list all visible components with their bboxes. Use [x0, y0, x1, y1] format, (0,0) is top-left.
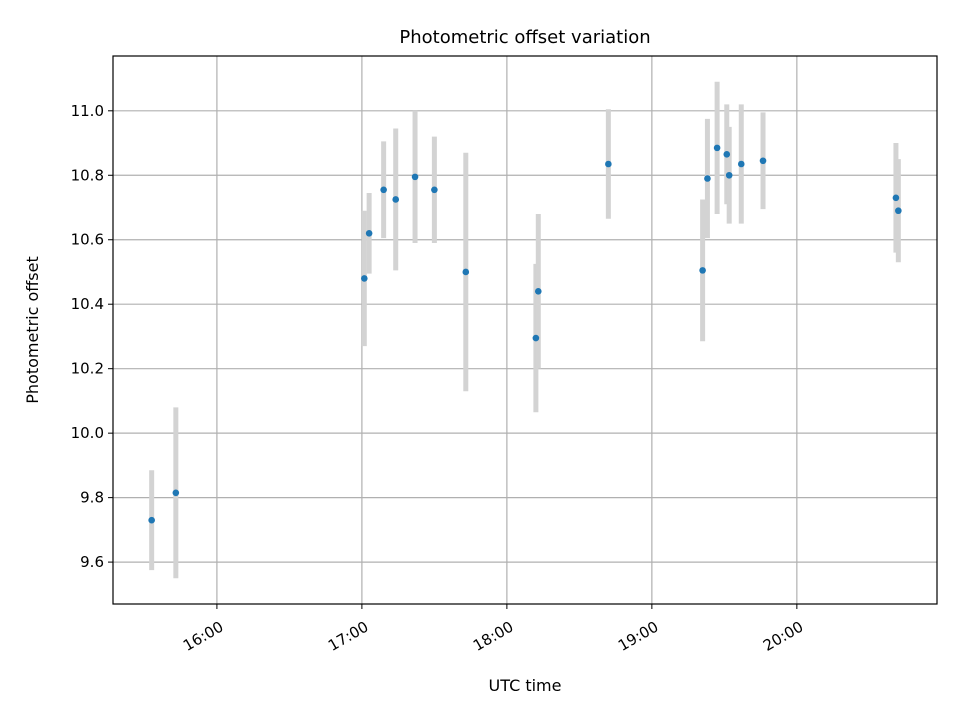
data-point: [172, 489, 180, 497]
data-point: [431, 186, 438, 194]
y-tick-label: 10.8: [71, 166, 104, 184]
y-tick-label: 9.8: [80, 489, 104, 507]
data-point: [365, 229, 373, 237]
data-point: [723, 151, 731, 158]
data-point: [725, 171, 733, 179]
data-point: [534, 288, 542, 295]
y-axis-title: Photometric offset: [23, 256, 42, 404]
x-axis-title: UTC time: [489, 676, 562, 695]
y-tick-label: 10.0: [71, 424, 104, 442]
y-axis-ticks: 9.6 9.8 10.0 10.2 10.4 10.6 10.8 11.0: [71, 102, 113, 571]
data-point: [699, 267, 706, 274]
y-tick-label: 10.6: [71, 231, 104, 249]
chart-title: Photometric offset variation: [399, 27, 650, 48]
data-point: [380, 186, 387, 194]
data-point: [462, 268, 470, 276]
data-point: [737, 160, 745, 168]
data-point: [895, 207, 902, 215]
data-point: [605, 160, 612, 168]
data-point: [361, 275, 368, 282]
data-point: [759, 157, 767, 165]
data-points: [148, 144, 902, 524]
data-point: [704, 175, 711, 182]
data-point: [148, 516, 155, 524]
data-point: [892, 194, 900, 202]
data-point: [392, 196, 400, 203]
data-point: [532, 334, 540, 342]
y-tick-label: 10.2: [71, 360, 104, 378]
grid: [113, 56, 937, 604]
y-tick-label: 11.0: [71, 102, 104, 120]
data-point: [411, 173, 419, 181]
data-point: [713, 144, 721, 152]
y-tick-label: 10.4: [71, 295, 104, 313]
plot-frame: [112, 55, 938, 605]
y-tick-label: 9.6: [80, 553, 104, 571]
